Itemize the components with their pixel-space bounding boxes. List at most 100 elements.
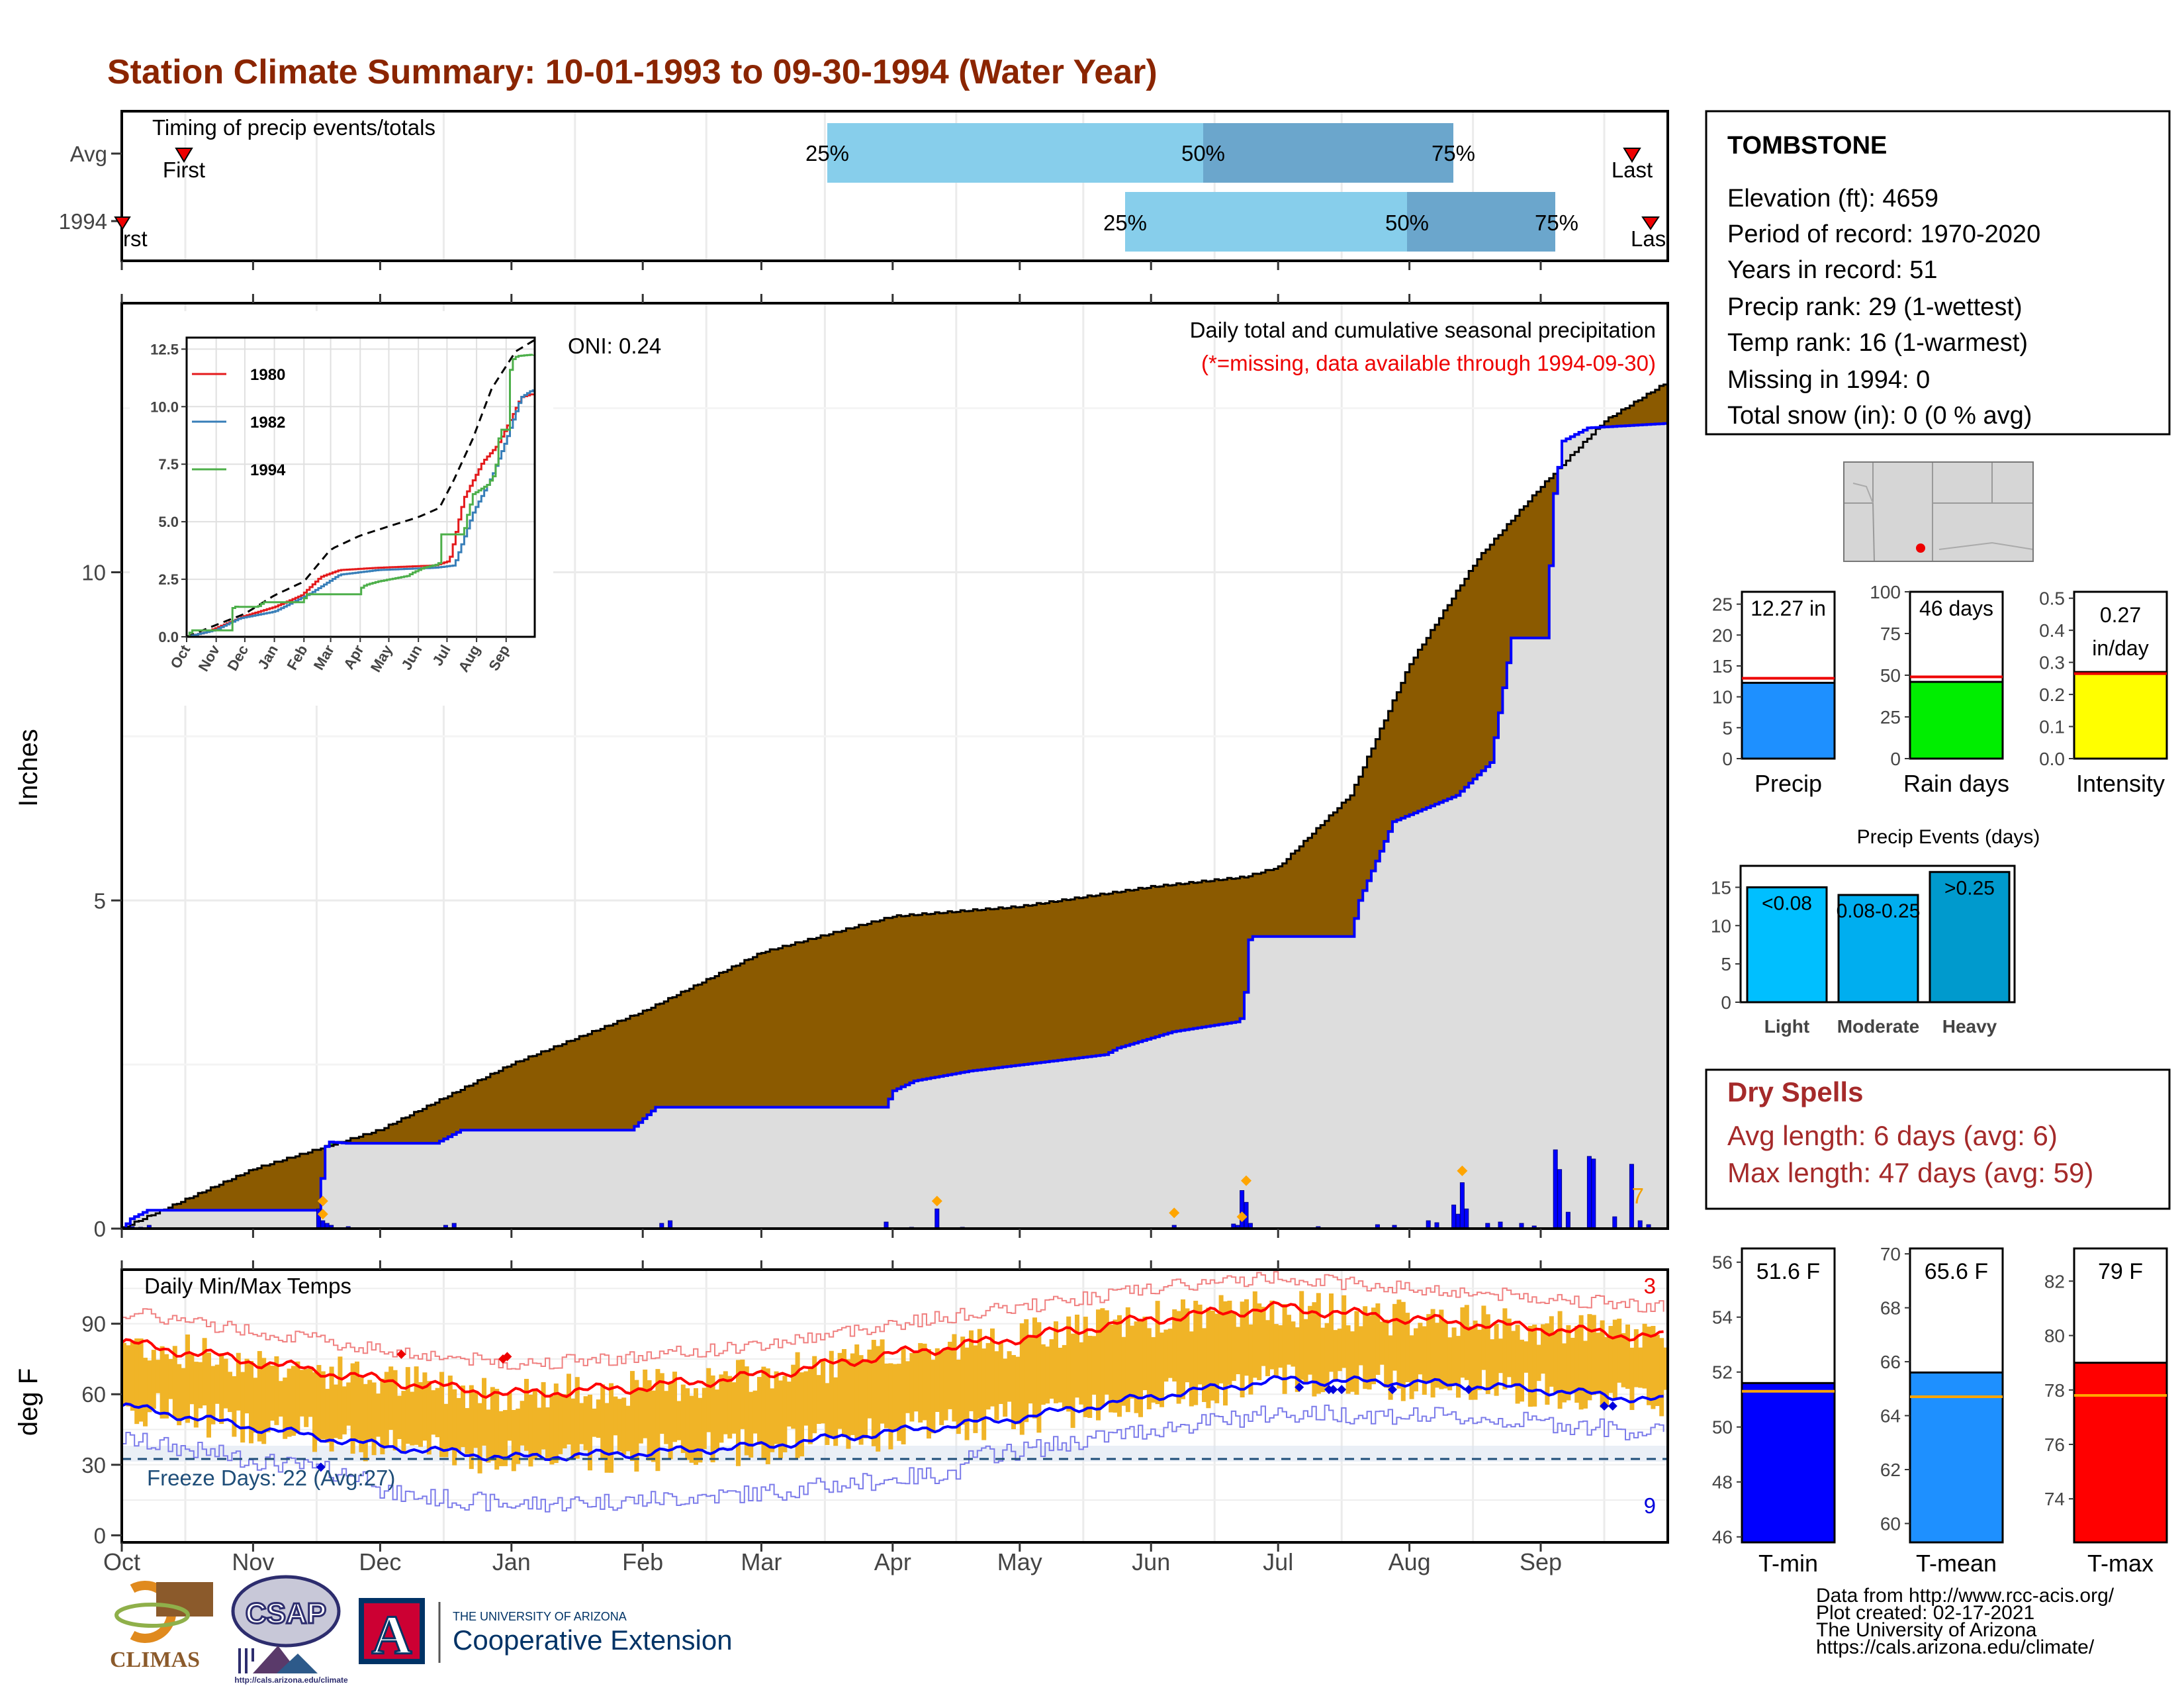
daily-temp-bar <box>1553 1332 1559 1393</box>
temp-tick-label: 56 <box>1712 1252 1733 1273</box>
avg-first-marker <box>175 148 193 163</box>
daily-temp-bar <box>948 1341 952 1409</box>
daily-temp-bar <box>1003 1358 1008 1417</box>
daily-temp-bar <box>1625 1324 1630 1389</box>
daily-temp-bar <box>1210 1310 1215 1401</box>
daily-temp-bar <box>1400 1301 1406 1401</box>
daily-temp-bar <box>969 1330 974 1411</box>
inset-y-tick-label: 5.0 <box>158 514 179 530</box>
daily-temp-bar <box>244 1358 250 1414</box>
daily-temp-bar <box>122 1342 126 1404</box>
daily-temp-bar <box>757 1377 762 1445</box>
daily-temp-bar <box>316 1365 322 1441</box>
daily-temp-bar <box>964 1347 970 1440</box>
daily-temp-bar <box>1049 1339 1054 1399</box>
daily-temp-bar <box>270 1366 275 1421</box>
daily-temp-bar <box>994 1351 999 1421</box>
inset-line-1994 <box>187 353 534 638</box>
daily-temp-bar <box>1295 1327 1300 1392</box>
daily-temp-bar <box>447 1376 453 1448</box>
daily-temp-bar <box>1435 1323 1439 1388</box>
daily-temp-bar <box>1324 1323 1330 1389</box>
temp-summary-value: 65.6 F <box>1925 1259 1988 1284</box>
daily-temp-bar <box>367 1380 373 1442</box>
events-tick-label: 15 <box>1711 877 1731 898</box>
daily-temp-bar <box>1562 1343 1567 1403</box>
summary-bar-fill <box>1909 680 2004 760</box>
daily-temp-bar <box>380 1378 385 1454</box>
daily-temp-bar <box>1130 1325 1135 1399</box>
daily-temp-bar <box>985 1342 991 1410</box>
daily-temp-bar <box>1163 1329 1169 1382</box>
daily-temp-bar <box>355 1361 359 1440</box>
record-min-count: 9 <box>1644 1493 1656 1518</box>
month-tick-label: Jun <box>1132 1548 1170 1575</box>
avg-50-75-bar <box>1203 123 1453 183</box>
footer-line: The University of Arizona <box>1816 1619 2037 1641</box>
daily-temp-bar <box>1100 1308 1105 1407</box>
record-precip-marker <box>931 1196 942 1207</box>
daily-temp-bar <box>1142 1316 1148 1391</box>
summary-tick-label: 50 <box>1880 665 1901 686</box>
daily-temp-bar <box>1202 1328 1206 1402</box>
page-title: Station Climate Summary: 10-01-1993 to 0… <box>107 53 1158 91</box>
daily-temp-bar <box>617 1399 622 1452</box>
daily-temp-bar <box>1469 1326 1474 1400</box>
summary-bar-label: Precip <box>1754 770 1822 797</box>
daily-temp-bar <box>401 1391 406 1454</box>
summary-tick-label: 0.1 <box>2039 717 2065 737</box>
daily-temp-bar <box>1303 1319 1308 1384</box>
daily-temp-bar <box>1439 1309 1444 1389</box>
daily-temp-bar <box>1079 1342 1084 1405</box>
avg-25-50-bar <box>827 123 1203 183</box>
record-high-marker <box>396 1349 406 1359</box>
daily-temp-bar <box>579 1403 584 1444</box>
timing-label: Timing of precip events/totals <box>152 115 435 140</box>
legend-1980: 1980 <box>250 366 285 384</box>
daily-temp-bar <box>431 1390 436 1435</box>
timing-row-avg: Avg <box>70 142 107 166</box>
daily-temp-bar <box>545 1407 550 1458</box>
summary-bar-rain-days: 0 25 50 75 100 46 days Rain days <box>1870 582 2009 797</box>
avg-50-label: 50% <box>1181 141 1225 165</box>
daily-temp-bar <box>1659 1338 1664 1417</box>
daily-temp-bar <box>1447 1337 1453 1391</box>
daily-temp-bar <box>901 1348 906 1444</box>
daily-temp-bar <box>249 1360 253 1444</box>
summary-tick-label: 20 <box>1712 625 1733 645</box>
daily-temp-bar <box>283 1377 288 1439</box>
summary-bar-fill <box>2073 671 2168 760</box>
daily-temp-bar <box>1007 1351 1012 1402</box>
daily-temp-bar <box>1604 1336 1609 1407</box>
y1994-last-label: Las <box>1631 226 1666 251</box>
dry-spells-title: Dry Spells <box>1727 1076 1863 1107</box>
temp-summary-fill <box>1909 1371 2004 1544</box>
daily-temp-bar <box>147 1360 152 1413</box>
summary-bar-label: Intensity <box>2076 770 2165 797</box>
daily-temp-bar <box>1498 1338 1503 1374</box>
daily-temp-bar <box>680 1384 686 1453</box>
record-precip-marker <box>1457 1165 1468 1176</box>
precip-header: Daily total and cumulative seasonal prec… <box>1190 318 1656 342</box>
daily-temp-bar <box>537 1407 542 1457</box>
daily-temp-bar <box>1587 1314 1592 1401</box>
daily-temp-bar <box>206 1352 211 1438</box>
daily-temp-bar <box>842 1348 846 1438</box>
daily-temp-bar <box>1087 1335 1093 1418</box>
footer-line: Data from http://www.rcc-acis.org/ <box>1816 1585 2115 1607</box>
summary-tick-label: 0 <box>1722 749 1733 769</box>
daily-temp-bar <box>774 1371 779 1444</box>
daily-temp-bar <box>541 1382 546 1450</box>
temp-tick-label: 62 <box>1880 1460 1901 1480</box>
inset-y-tick-label: 10.0 <box>150 399 179 415</box>
month-tick-label: Aug <box>1388 1548 1431 1575</box>
ua-logo: A THE UNIVERSITY OF ARIZONA Cooperative … <box>359 1598 733 1667</box>
y-tick-label: 30 <box>81 1453 106 1477</box>
dry-spells-avg: Avg length: 6 days (avg: 6) <box>1727 1120 2058 1151</box>
daily-temp-bar <box>583 1396 588 1450</box>
daily-temp-bar <box>786 1382 792 1427</box>
daily-temp-bar <box>1515 1325 1520 1404</box>
timing-panel: Timing of precip events/totals Avg 1994 … <box>59 110 1669 262</box>
daily-temp-bar <box>744 1366 749 1456</box>
daily-temp-bar <box>1629 1347 1635 1411</box>
